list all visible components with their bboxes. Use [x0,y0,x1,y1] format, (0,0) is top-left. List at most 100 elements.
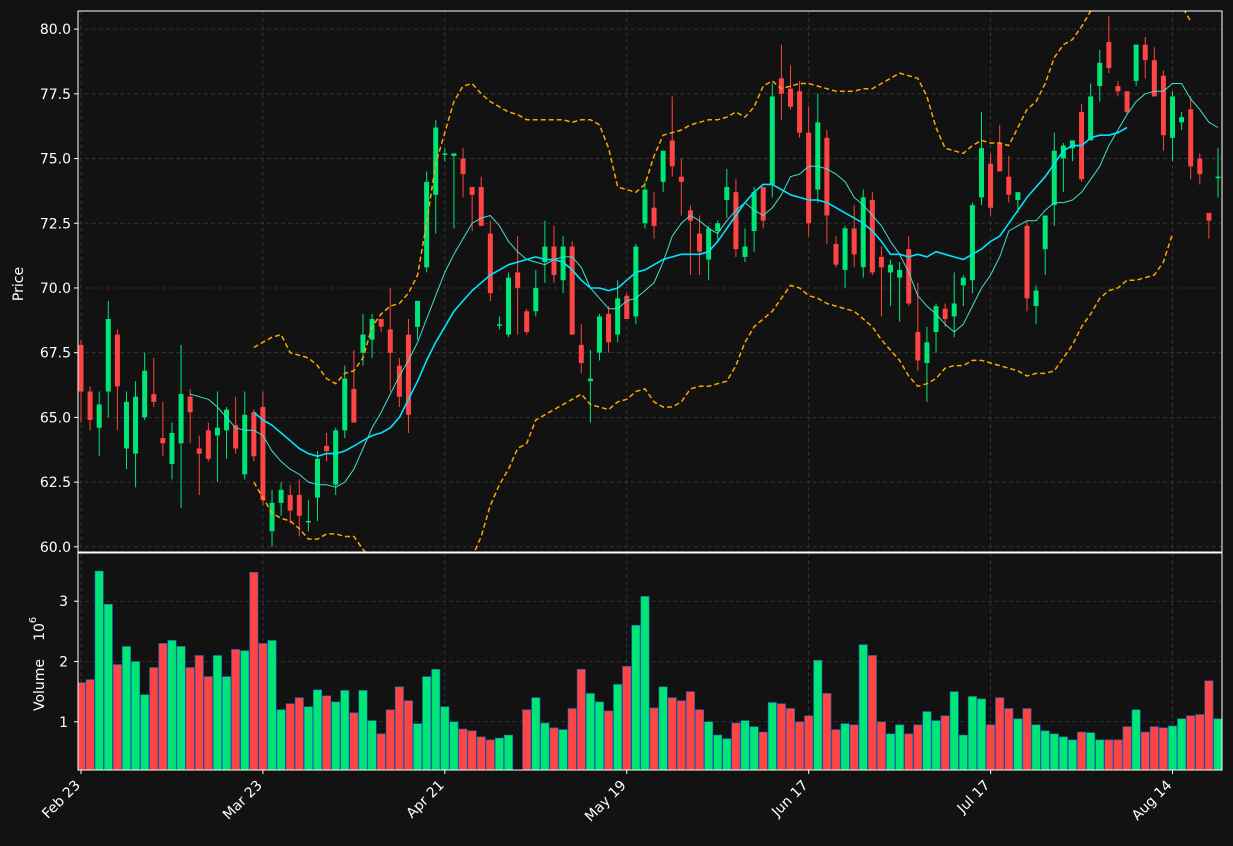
candle-body [715,223,721,232]
volume-bar [376,733,386,770]
price-tick-label: 70.0 [40,281,71,297]
candle-body [433,127,439,195]
candle-body [815,122,821,190]
volume-bar [194,655,204,770]
volume-bar [158,643,168,770]
candle-body [133,396,139,454]
candle-body [1115,86,1121,92]
volume-bar [958,734,968,770]
volume-bar [594,701,604,770]
volume-bar [385,709,395,770]
volume-exponent: 6 [28,617,39,623]
volume-bar [1140,731,1150,770]
volume-bar [403,700,413,770]
volume-bar [303,706,313,770]
candle-body [487,233,493,294]
candle-body [205,430,211,459]
volume-bar [540,722,550,770]
candle-body [878,256,884,268]
candle-body [214,427,220,436]
candle-body [242,414,248,475]
volume-bar [522,709,532,770]
fast-ma-line [190,83,1219,488]
candle-body [542,246,548,263]
candle-body [733,192,739,250]
candle-body [642,189,648,224]
price-tick-label: 60.0 [40,540,71,556]
volume-bar [731,722,741,770]
volume-bar [840,723,850,770]
volume-bar [1086,732,1096,770]
volume-bar [658,686,668,770]
volume-bar [1022,708,1032,770]
volume-bar [1213,718,1222,770]
volume-bar [740,720,750,770]
candle-body [1088,96,1094,141]
volume-bar [313,689,322,770]
volume-bar [977,698,986,770]
candle-body [1188,109,1194,167]
volume-bar [285,703,295,770]
volume-bar [1177,718,1187,770]
candle-body [924,342,930,364]
volume-bar [140,694,150,770]
price-axis-label: Price [11,267,27,301]
volume-bar [322,695,332,770]
volume-bar [676,700,686,770]
candle-body [396,365,402,397]
candle-body [333,430,339,485]
volume-bar [895,724,905,770]
volume-bar [176,646,186,770]
candle-body [278,489,284,503]
volume-bar [1186,715,1196,770]
price-tick-label: 65.0 [40,410,71,426]
candle-body [387,329,393,353]
volume-bar [722,738,732,770]
volume-bar [485,739,495,770]
candle-body [424,181,430,268]
candle-body [851,228,857,255]
volume-bar [121,646,131,770]
candle-body [697,233,703,252]
volume-bar [103,603,113,770]
volume-axis-label: Volume [32,659,48,711]
candle-body [114,334,120,387]
volume-bar [631,625,641,770]
volume-bar [112,664,122,770]
volume-bar [449,721,459,770]
volume-tick-label: 3 [59,594,68,610]
volume-bar [704,721,714,770]
volume-bar [922,711,932,770]
candle-body [1097,62,1103,87]
candle-body [351,388,357,423]
candle-body [669,140,675,167]
volume-bar [149,667,159,770]
candle-body [787,88,793,107]
price-tick-label: 75.0 [40,152,71,168]
volume-bar [786,708,795,770]
candle-body [1051,150,1057,206]
candle-body [196,448,202,454]
volume-tick-label: 2 [59,655,68,671]
volume-bar [78,682,86,770]
candle-body [724,187,730,200]
volume-bar [1168,725,1178,770]
candle-body [915,331,921,361]
candle-body [451,153,457,156]
candle-body [123,401,129,449]
volume-bar [294,697,304,770]
volume-bar [1077,731,1087,770]
volume-panel-frame [77,552,1223,771]
candle-body [1024,225,1030,299]
candle-body [233,425,239,449]
candle-body [897,269,903,278]
candle-body [533,287,539,312]
volume-bar [85,679,95,770]
candle-body [1142,44,1148,61]
volume-bar [131,661,141,770]
volume-bar [758,731,768,770]
candle-body [587,378,593,382]
candle-body [769,96,775,185]
candle-body [1197,158,1203,175]
